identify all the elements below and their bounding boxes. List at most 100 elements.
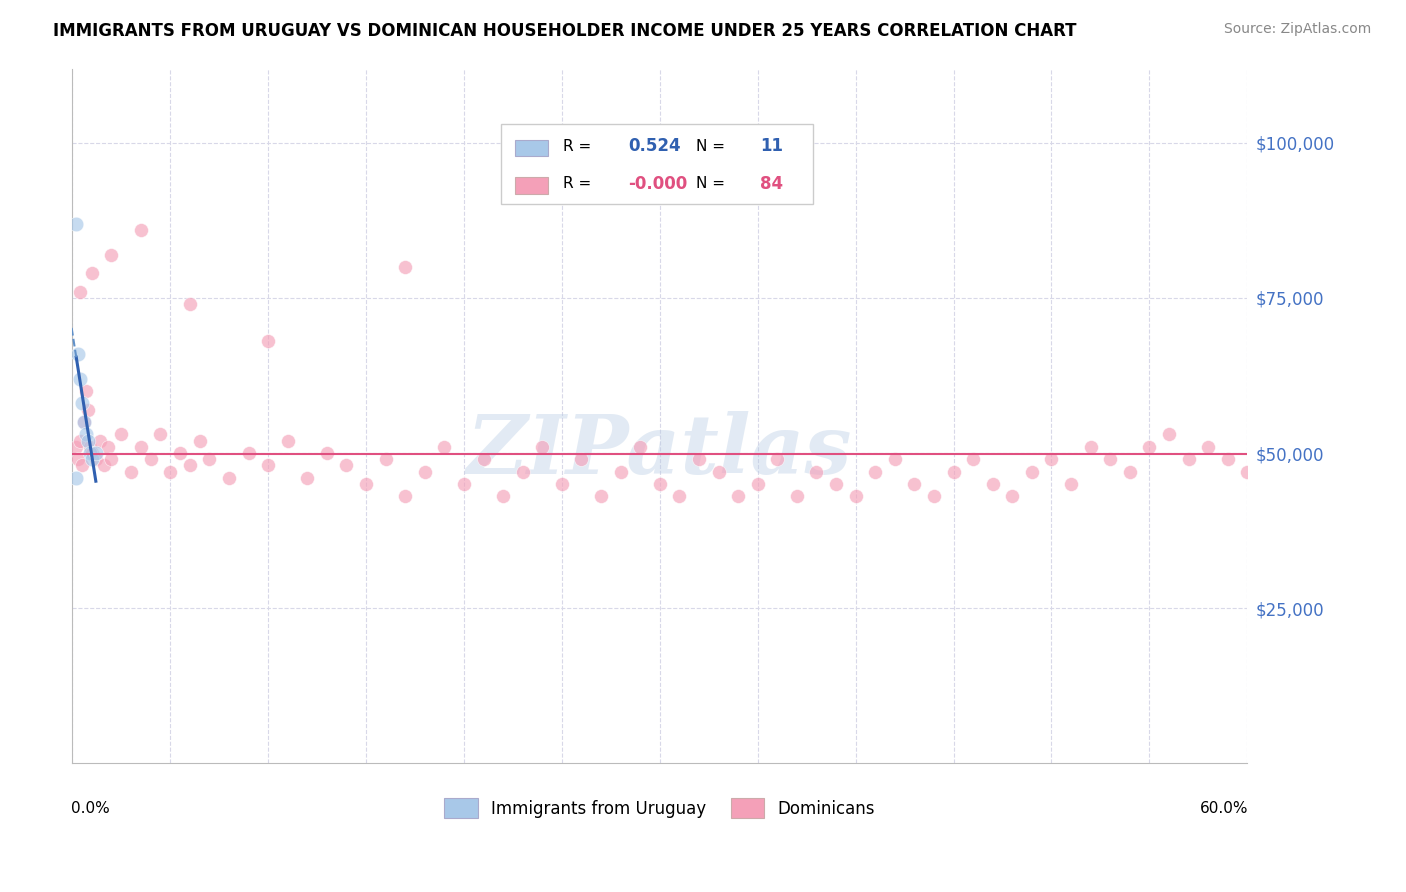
Point xyxy=(159,465,181,479)
Point xyxy=(1060,477,1083,491)
Point xyxy=(512,465,534,479)
Point xyxy=(110,427,132,442)
Point xyxy=(1001,490,1024,504)
Point xyxy=(1099,452,1122,467)
Point xyxy=(97,440,120,454)
Text: Source: ZipAtlas.com: Source: ZipAtlas.com xyxy=(1223,22,1371,37)
Point xyxy=(65,440,87,454)
Point xyxy=(688,452,710,467)
Point xyxy=(188,434,211,448)
Point xyxy=(100,452,122,467)
Text: -0.000: -0.000 xyxy=(628,175,688,193)
Point xyxy=(84,446,107,460)
Point xyxy=(628,440,651,454)
Legend: Immigrants from Uruguay, Dominicans: Immigrants from Uruguay, Dominicans xyxy=(437,792,882,824)
Point xyxy=(93,458,115,473)
Point xyxy=(100,247,122,261)
Point xyxy=(453,477,475,491)
Point xyxy=(129,223,152,237)
Point xyxy=(179,297,201,311)
Point xyxy=(354,477,377,491)
Point xyxy=(179,458,201,473)
Point xyxy=(77,402,100,417)
Point xyxy=(747,477,769,491)
Point xyxy=(492,490,515,504)
Text: IMMIGRANTS FROM URUGUAY VS DOMINICAN HOUSEHOLDER INCOME UNDER 25 YEARS CORRELATI: IMMIGRANTS FROM URUGUAY VS DOMINICAN HOU… xyxy=(53,22,1077,40)
Point xyxy=(277,434,299,448)
Point xyxy=(922,490,945,504)
Point xyxy=(1177,452,1199,467)
Point xyxy=(69,434,91,448)
Point xyxy=(551,477,574,491)
Point xyxy=(238,446,260,460)
Point xyxy=(1119,465,1142,479)
Point xyxy=(883,452,905,467)
Point xyxy=(806,465,828,479)
FancyBboxPatch shape xyxy=(515,178,548,194)
Point xyxy=(413,465,436,479)
Point xyxy=(727,490,749,504)
Point xyxy=(668,490,690,504)
Point xyxy=(89,434,111,448)
Point xyxy=(70,396,93,410)
Point xyxy=(69,371,91,385)
Text: N =: N = xyxy=(696,177,725,192)
Point xyxy=(981,477,1004,491)
Point xyxy=(65,217,87,231)
Point xyxy=(73,415,96,429)
Point xyxy=(198,452,221,467)
Point xyxy=(335,458,357,473)
Text: 0.524: 0.524 xyxy=(628,137,681,155)
Point xyxy=(962,452,984,467)
Point xyxy=(80,266,103,280)
Point xyxy=(591,490,613,504)
Point xyxy=(648,477,671,491)
Point xyxy=(1137,440,1160,454)
Point xyxy=(75,384,97,398)
Point xyxy=(70,458,93,473)
Point xyxy=(374,452,396,467)
Point xyxy=(845,490,868,504)
Point xyxy=(766,452,789,467)
Point xyxy=(218,471,240,485)
Text: 0.0%: 0.0% xyxy=(72,801,110,816)
Point xyxy=(297,471,319,485)
Point xyxy=(1080,440,1102,454)
Point xyxy=(863,465,886,479)
Text: R =: R = xyxy=(564,177,592,192)
Point xyxy=(120,465,142,479)
Point xyxy=(786,490,808,504)
Point xyxy=(394,490,416,504)
Point xyxy=(129,440,152,454)
FancyBboxPatch shape xyxy=(515,140,548,156)
Point xyxy=(903,477,925,491)
Point xyxy=(80,452,103,467)
Point xyxy=(67,452,90,467)
Point xyxy=(257,458,280,473)
Point xyxy=(707,465,730,479)
Text: 11: 11 xyxy=(759,137,783,155)
Point xyxy=(69,285,91,299)
Point xyxy=(1157,427,1180,442)
Point xyxy=(609,465,631,479)
Point xyxy=(1021,465,1043,479)
Point xyxy=(65,471,87,485)
FancyBboxPatch shape xyxy=(501,124,813,204)
Text: ZIPatlas: ZIPatlas xyxy=(467,410,852,491)
Point xyxy=(1197,440,1219,454)
Point xyxy=(67,347,90,361)
Point xyxy=(79,440,101,454)
Point xyxy=(149,427,172,442)
Point xyxy=(942,465,965,479)
Point xyxy=(80,446,103,460)
Point xyxy=(1040,452,1063,467)
Point xyxy=(531,440,554,454)
Point xyxy=(316,446,339,460)
Point xyxy=(472,452,495,467)
Text: 60.0%: 60.0% xyxy=(1199,801,1249,816)
Point xyxy=(571,452,593,467)
Point xyxy=(1236,465,1258,479)
Point xyxy=(257,334,280,349)
Point xyxy=(394,260,416,274)
Point xyxy=(73,415,96,429)
